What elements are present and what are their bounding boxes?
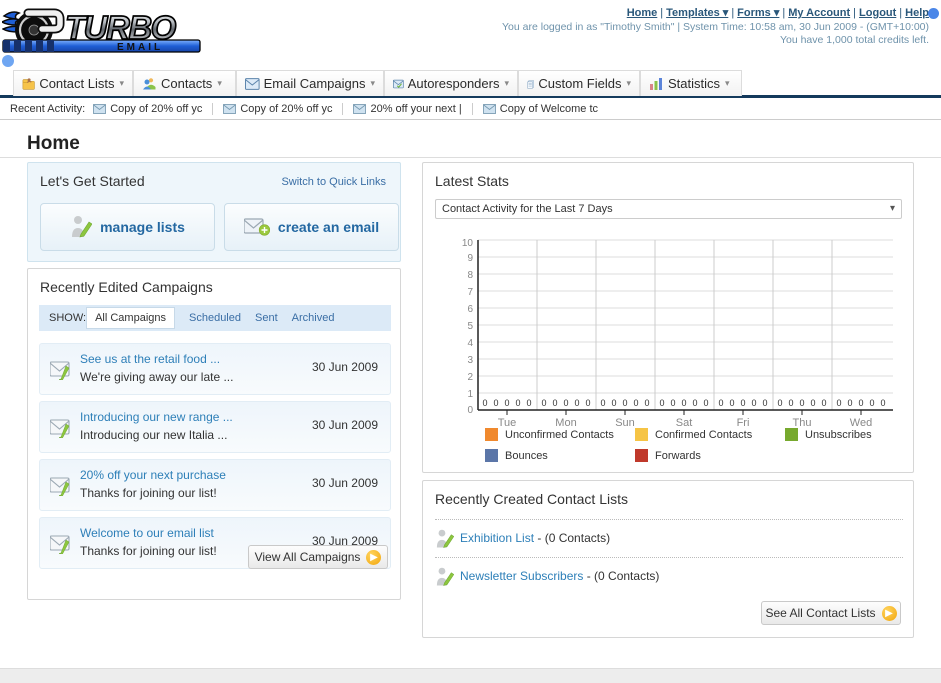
svg-text:0: 0 — [847, 398, 852, 408]
svg-text:0: 0 — [836, 398, 841, 408]
svg-text:6: 6 — [467, 304, 473, 315]
svg-text:2: 2 — [467, 372, 473, 383]
svg-text:0: 0 — [681, 398, 686, 408]
svg-text:0: 0 — [788, 398, 793, 408]
svg-text:0: 0 — [777, 398, 782, 408]
svg-text:10: 10 — [462, 238, 474, 249]
svg-text:0: 0 — [821, 398, 826, 408]
svg-text:0: 0 — [563, 398, 568, 408]
svg-text:0: 0 — [482, 398, 487, 408]
svg-text:0: 0 — [611, 398, 616, 408]
svg-text:0: 0 — [740, 398, 745, 408]
svg-text:0: 0 — [633, 398, 638, 408]
svg-text:0: 0 — [751, 398, 756, 408]
svg-text:0: 0 — [585, 398, 590, 408]
svg-text:0: 0 — [552, 398, 557, 408]
svg-text:0: 0 — [703, 398, 708, 408]
svg-text:0: 0 — [493, 398, 498, 408]
svg-text:0: 0 — [858, 398, 863, 408]
svg-text:0: 0 — [659, 398, 664, 408]
svg-text:8: 8 — [467, 270, 473, 281]
svg-text:0: 0 — [729, 398, 734, 408]
svg-text:0: 0 — [574, 398, 579, 408]
svg-text:0: 0 — [718, 398, 723, 408]
svg-text:0: 0 — [762, 398, 767, 408]
svg-text:0: 0 — [799, 398, 804, 408]
svg-text:0: 0 — [644, 398, 649, 408]
svg-text:4: 4 — [467, 338, 473, 349]
svg-text:0: 0 — [526, 398, 531, 408]
svg-text:9: 9 — [467, 253, 473, 264]
svg-text:0: 0 — [504, 398, 509, 408]
svg-text:0: 0 — [670, 398, 675, 408]
svg-text:0: 0 — [869, 398, 874, 408]
svg-text:0: 0 — [515, 398, 520, 408]
svg-text:0: 0 — [622, 398, 627, 408]
svg-text:EMAIL: EMAIL — [117, 42, 163, 53]
svg-text:1: 1 — [467, 389, 473, 400]
svg-text:0: 0 — [467, 405, 473, 416]
svg-text:3: 3 — [467, 355, 473, 366]
svg-text:0: 0 — [880, 398, 885, 408]
svg-text:0: 0 — [600, 398, 605, 408]
svg-text:0: 0 — [541, 398, 546, 408]
svg-text:0: 0 — [692, 398, 697, 408]
svg-text:5: 5 — [467, 321, 473, 332]
svg-text:0: 0 — [810, 398, 815, 408]
svg-text:7: 7 — [467, 287, 473, 298]
